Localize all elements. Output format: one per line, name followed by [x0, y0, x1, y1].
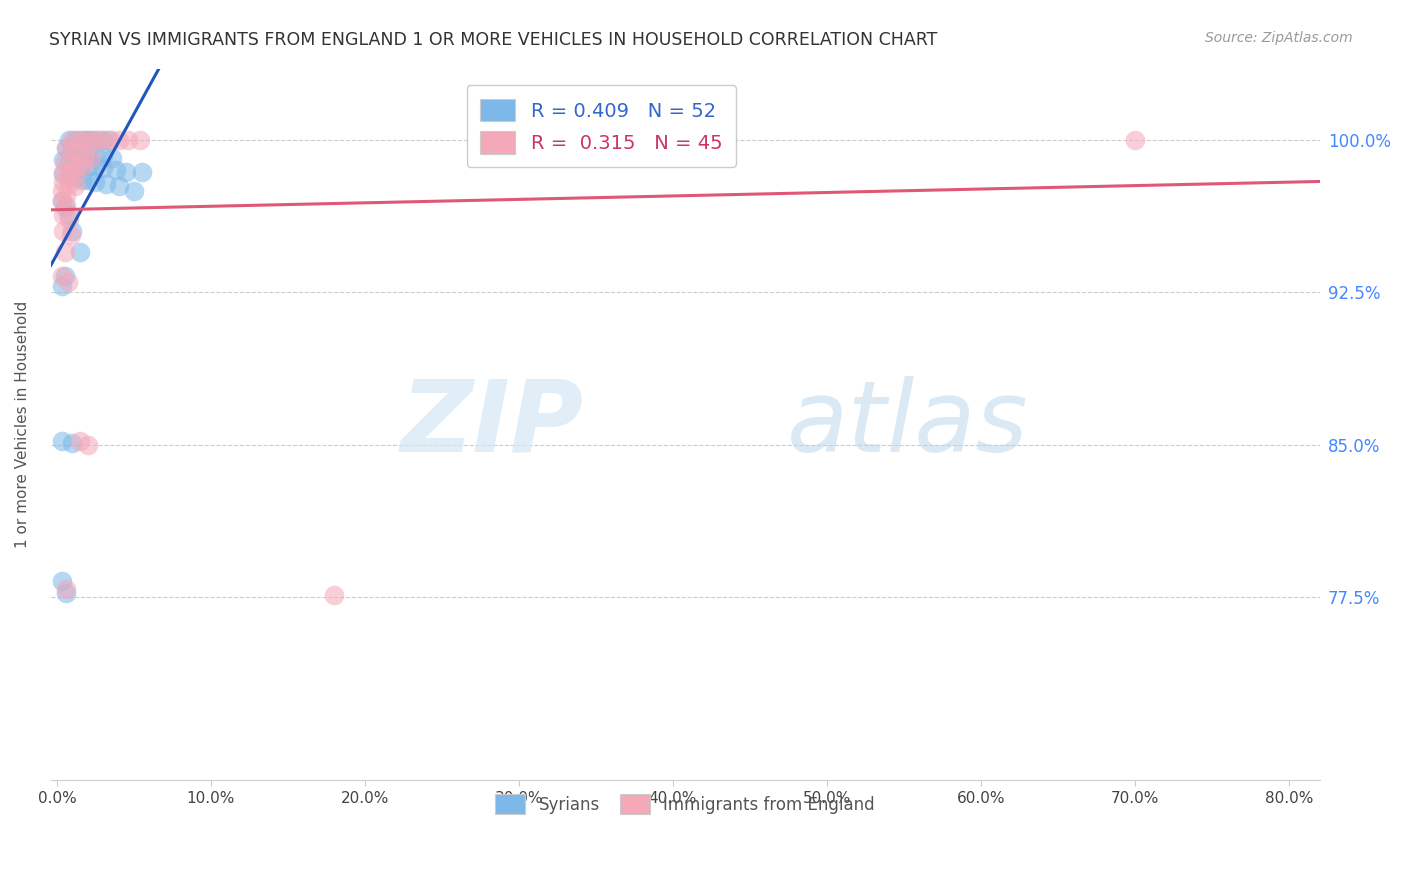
Point	[69, 244, 91, 259]
Point	[66, 159, 89, 173]
Point	[66, 141, 89, 155]
Point	[56, 275, 79, 289]
Point	[107, 179, 129, 194]
Point	[70, 173, 93, 187]
Point	[51, 268, 73, 283]
Point	[72, 159, 94, 173]
Point	[53, 268, 76, 283]
Point	[84, 159, 107, 173]
Point	[69, 434, 91, 448]
Point	[76, 173, 98, 187]
Point	[65, 171, 87, 186]
Point	[91, 161, 114, 176]
Point	[323, 588, 346, 602]
Point	[52, 165, 75, 179]
Point	[84, 175, 107, 189]
Point	[73, 149, 96, 163]
Point	[73, 133, 96, 147]
Point	[82, 133, 104, 147]
Point	[51, 194, 73, 208]
Point	[59, 157, 82, 171]
Point	[52, 224, 75, 238]
Text: atlas: atlas	[787, 376, 1028, 473]
Point	[76, 438, 98, 452]
Point	[101, 151, 124, 165]
Point	[80, 133, 103, 147]
Text: Source: ZipAtlas.com: Source: ZipAtlas.com	[1205, 31, 1353, 45]
Point	[52, 208, 75, 222]
Point	[51, 434, 73, 448]
Point	[58, 212, 80, 227]
Point	[52, 153, 75, 167]
Point	[70, 157, 93, 171]
Point	[662, 133, 685, 147]
Point	[51, 184, 73, 198]
Legend: Syrians, Immigrants from England: Syrians, Immigrants from England	[484, 783, 887, 825]
Point	[58, 208, 80, 222]
Y-axis label: 1 or more Vehicles in Household: 1 or more Vehicles in Household	[15, 301, 30, 548]
Point	[59, 228, 82, 243]
Point	[76, 159, 98, 173]
Point	[52, 175, 75, 189]
Point	[96, 178, 118, 192]
Point	[60, 224, 83, 238]
Point	[84, 147, 107, 161]
Point	[91, 149, 114, 163]
Point	[52, 167, 75, 181]
Point	[107, 133, 129, 147]
Point	[65, 133, 87, 147]
Point	[55, 586, 77, 600]
Point	[98, 133, 121, 147]
Point	[69, 133, 91, 147]
Point	[53, 244, 76, 259]
Point	[58, 169, 80, 184]
Point	[58, 178, 80, 192]
Point	[60, 435, 83, 450]
Point	[58, 133, 80, 147]
Point	[91, 133, 114, 147]
Point	[100, 133, 122, 147]
Point	[65, 169, 87, 184]
Point	[55, 187, 77, 202]
Point	[129, 133, 152, 147]
Point	[53, 200, 76, 214]
Point	[122, 184, 145, 198]
Text: SYRIAN VS IMMIGRANTS FROM ENGLAND 1 OR MORE VEHICLES IN HOUSEHOLD CORRELATION CH: SYRIAN VS IMMIGRANTS FROM ENGLAND 1 OR M…	[49, 31, 938, 49]
Point	[65, 157, 87, 171]
Point	[80, 151, 103, 165]
Point	[86, 133, 108, 147]
Point	[86, 133, 108, 147]
Point	[76, 133, 98, 147]
Point	[60, 141, 83, 155]
Point	[51, 194, 73, 208]
Point	[55, 141, 77, 155]
Point	[60, 143, 83, 157]
Point	[53, 155, 76, 169]
Point	[55, 198, 77, 212]
Point	[67, 133, 90, 147]
Point	[73, 133, 96, 147]
Point	[60, 133, 83, 147]
Point	[115, 165, 138, 179]
Point	[65, 179, 87, 194]
Point	[91, 133, 114, 147]
Point	[104, 163, 127, 178]
Point	[76, 145, 98, 159]
Point	[51, 574, 73, 588]
Point	[70, 145, 93, 159]
Point	[55, 141, 77, 155]
Point	[55, 582, 77, 596]
Point	[1123, 133, 1146, 147]
Point	[131, 165, 153, 179]
Point	[51, 279, 73, 293]
Point	[58, 155, 80, 169]
Text: ZIP: ZIP	[401, 376, 583, 473]
Point	[67, 145, 90, 159]
Point	[117, 133, 139, 147]
Point	[58, 167, 80, 181]
